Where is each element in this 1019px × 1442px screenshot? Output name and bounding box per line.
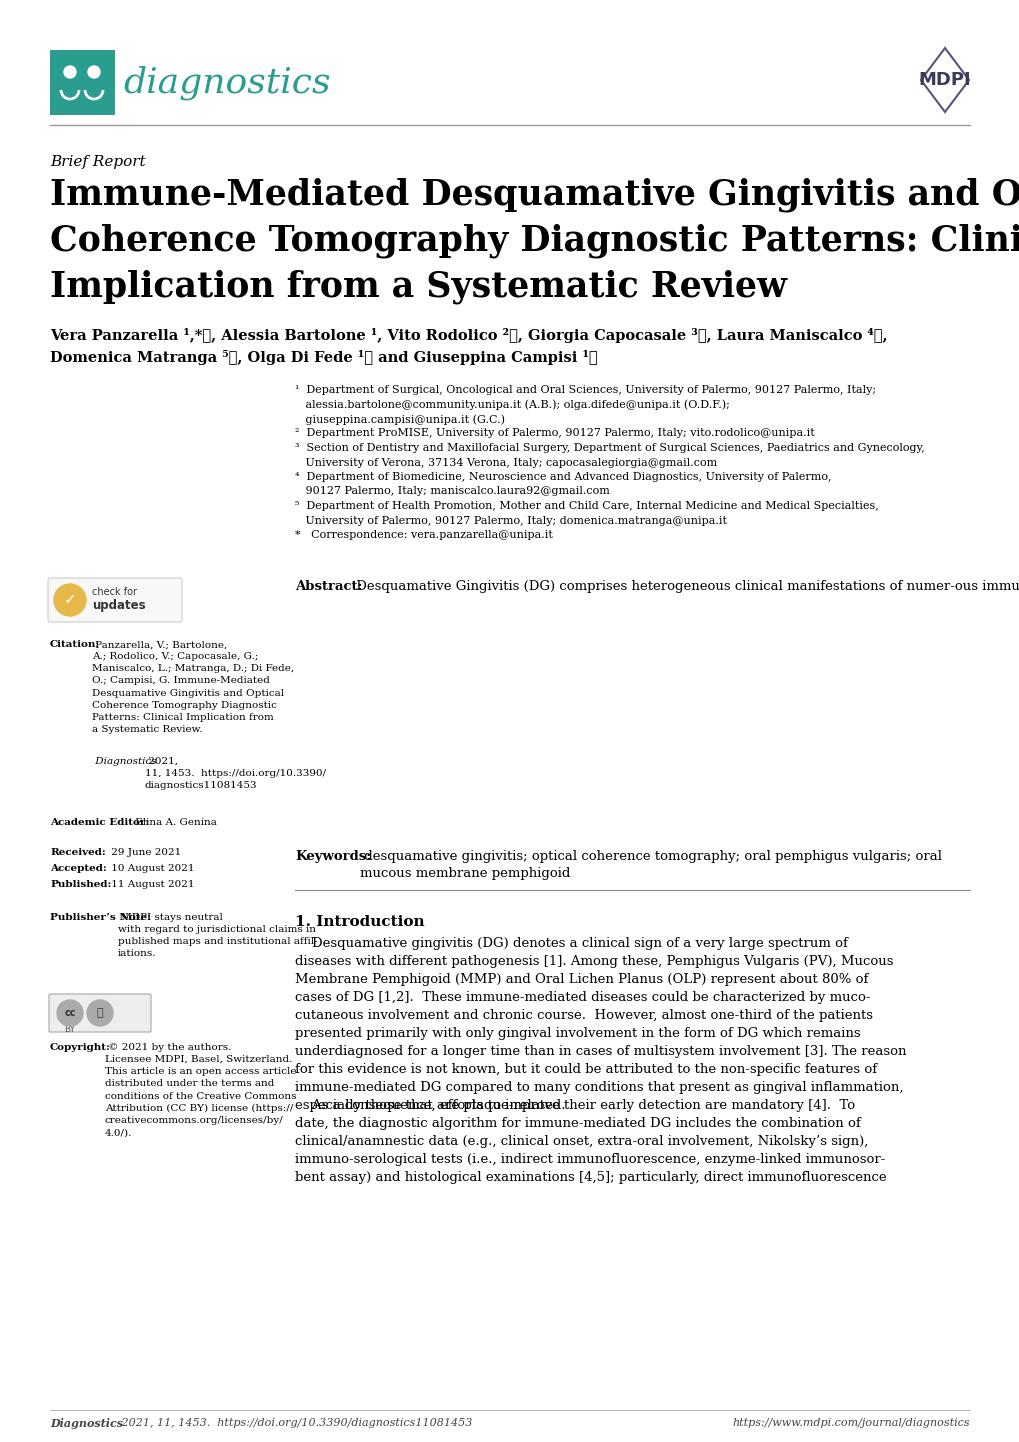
Text: *   Correspondence: vera.panzarella@unipa.it: * Correspondence: vera.panzarella@unipa.…: [294, 531, 552, 539]
Text: desquamative gingivitis; optical coherence tomography; oral pemphigus vulgaris; : desquamative gingivitis; optical coheren…: [360, 849, 942, 881]
Text: Desquamative Gingivitis (DG) comprises heterogeneous clinical manifestations of : Desquamative Gingivitis (DG) comprises h…: [352, 580, 1019, 593]
Text: Elina A. Genina: Elina A. Genina: [131, 818, 217, 828]
Text: Academic Editor:: Academic Editor:: [50, 818, 149, 828]
Text: Desquamative gingivitis (DG) denotes a clinical sign of a very large spectrum of: Desquamative gingivitis (DG) denotes a c…: [294, 937, 906, 1112]
Text: Brief Report: Brief Report: [50, 154, 146, 169]
Text: As a consequence, efforts to improve their early detection are mandatory [4].  T: As a consequence, efforts to improve the…: [294, 1099, 886, 1184]
Text: 29 June 2021: 29 June 2021: [108, 848, 181, 857]
Text: Citation:: Citation:: [50, 640, 100, 649]
Text: updates: updates: [92, 600, 146, 613]
Text: Immune-Mediated Desquamative Gingivitis and Optical: Immune-Mediated Desquamative Gingivitis …: [50, 177, 1019, 212]
Text: Keywords:: Keywords:: [294, 849, 371, 862]
Text: cc: cc: [64, 1008, 75, 1018]
Text: Accepted:: Accepted:: [50, 864, 107, 872]
Text: https://www.mdpi.com/journal/diagnostics: https://www.mdpi.com/journal/diagnostics: [732, 1417, 969, 1428]
Text: giuseppina.campisi@unipa.it (G.C.): giuseppina.campisi@unipa.it (G.C.): [294, 414, 504, 424]
Text: Received:: Received:: [50, 848, 106, 857]
Circle shape: [88, 66, 100, 78]
Text: © 2021 by the authors.
Licensee MDPI, Basel, Switzerland.
This article is an ope: © 2021 by the authors. Licensee MDPI, Ba…: [105, 1043, 297, 1138]
Text: ⁴  Department of Biomedicine, Neuroscience and Advanced Diagnostics, University : ⁴ Department of Biomedicine, Neuroscienc…: [294, 472, 830, 482]
Text: Vera Panzarella ¹,*ⓘ, Alessia Bartolone ¹, Vito Rodolico ²ⓘ, Giorgia Capocasale : Vera Panzarella ¹,*ⓘ, Alessia Bartolone …: [50, 327, 887, 343]
Text: 2021, 11, 1453.  https://doi.org/10.3390/diagnostics11081453: 2021, 11, 1453. https://doi.org/10.3390/…: [118, 1417, 472, 1428]
Text: 1. Introduction: 1. Introduction: [294, 916, 424, 929]
Text: Diagnostics: Diagnostics: [92, 757, 157, 766]
Text: MDPI stays neutral
with regard to jurisdictional claims in
published maps and in: MDPI stays neutral with regard to jurisd…: [118, 913, 317, 959]
Text: ⓘ: ⓘ: [97, 1008, 103, 1018]
Text: diagnostics: diagnostics: [123, 66, 330, 101]
Text: MDPI: MDPI: [918, 71, 970, 89]
Text: 2021,
11, 1453.  https://doi.org/10.3390/
diagnostics11081453: 2021, 11, 1453. https://doi.org/10.3390/…: [145, 757, 326, 790]
Text: Publisher’s Note:: Publisher’s Note:: [50, 913, 151, 921]
Circle shape: [64, 66, 76, 78]
Text: ✓: ✓: [63, 593, 76, 607]
Circle shape: [54, 584, 86, 616]
Text: Diagnostics: Diagnostics: [50, 1417, 123, 1429]
Text: University of Verona, 37134 Verona, Italy; capocasalegiorgia@gmail.com: University of Verona, 37134 Verona, Ital…: [294, 457, 716, 467]
Text: 10 August 2021: 10 August 2021: [108, 864, 195, 872]
Text: 90127 Palermo, Italy; maniscalco.laura92@gmail.com: 90127 Palermo, Italy; maniscalco.laura92…: [294, 486, 609, 496]
Text: Abstract:: Abstract:: [294, 580, 362, 593]
Text: alessia.bartolone@community.unipa.it (A.B.); olga.difede@unipa.it (O.D.F.);: alessia.bartolone@community.unipa.it (A.…: [294, 399, 730, 410]
Text: ³  Section of Dentistry and Maxillofacial Surgery, Department of Surgical Scienc: ³ Section of Dentistry and Maxillofacial…: [294, 443, 924, 453]
Text: 11 August 2021: 11 August 2021: [108, 880, 195, 890]
FancyBboxPatch shape: [49, 994, 151, 1032]
Text: Panzarella, V.; Bartolone,
A.; Rodolico, V.; Capocasale, G.;
Maniscalco, L.; Mat: Panzarella, V.; Bartolone, A.; Rodolico,…: [92, 640, 293, 734]
FancyBboxPatch shape: [48, 578, 181, 622]
Text: University of Palermo, 90127 Palermo, Italy; domenica.matranga@unipa.it: University of Palermo, 90127 Palermo, It…: [294, 515, 727, 525]
Text: ²  Department ProMISE, University of Palermo, 90127 Palermo, Italy; vito.rodolic: ² Department ProMISE, University of Pale…: [294, 428, 814, 438]
Text: Published:: Published:: [50, 880, 111, 890]
Text: Coherence Tomography Diagnostic Patterns: Clinical: Coherence Tomography Diagnostic Patterns…: [50, 224, 1019, 258]
Text: check for: check for: [92, 587, 137, 597]
Text: Domenica Matranga ⁵ⓘ, Olga Di Fede ¹ⓘ and Giuseppina Campisi ¹ⓘ: Domenica Matranga ⁵ⓘ, Olga Di Fede ¹ⓘ an…: [50, 350, 597, 365]
Text: Copyright:: Copyright:: [50, 1043, 111, 1053]
Text: ⁵  Department of Health Promotion, Mother and Child Care, Internal Medicine and : ⁵ Department of Health Promotion, Mother…: [294, 500, 878, 510]
Circle shape: [57, 999, 83, 1027]
Text: ¹  Department of Surgical, Oncological and Oral Sciences, University of Palermo,: ¹ Department of Surgical, Oncological an…: [294, 385, 875, 395]
Text: Implication from a Systematic Review: Implication from a Systematic Review: [50, 270, 787, 304]
Text: BY: BY: [64, 1025, 75, 1034]
Bar: [50, 50, 115, 115]
Circle shape: [87, 999, 113, 1027]
